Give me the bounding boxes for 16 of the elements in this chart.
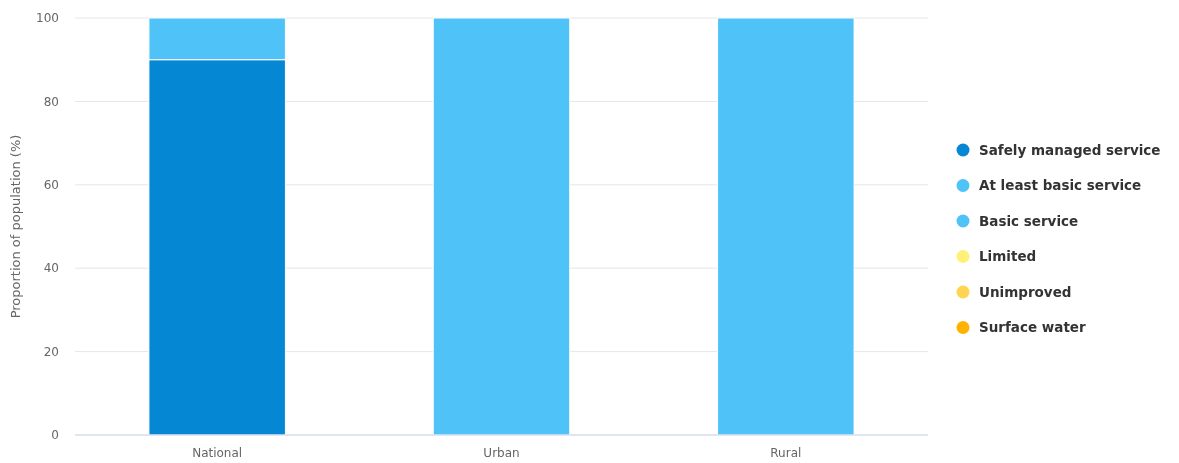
legend-label: At least basic service — [979, 177, 1142, 194]
x-tick-label: National — [192, 446, 243, 460]
legend-label: Surface water — [979, 319, 1087, 336]
y-axis-title: Proportion of population (%) — [8, 134, 23, 319]
legend-label: Basic service — [979, 212, 1079, 229]
legend-label: Safely managed service — [979, 141, 1161, 158]
y-tick-label: 20 — [43, 344, 59, 359]
x-tick-label: Urban — [483, 446, 520, 460]
legend-label: Unimproved — [979, 283, 1072, 300]
y-tick-label: 60 — [43, 178, 59, 192]
y-tick-label: 80 — [43, 94, 59, 109]
y-tick-label: 40 — [43, 261, 59, 276]
x-tick-label: Rural — [770, 446, 802, 460]
y-tick-label: 100 — [36, 11, 59, 26]
legend-label: Limited — [979, 248, 1037, 265]
y-tick-label: 0 — [51, 428, 59, 443]
